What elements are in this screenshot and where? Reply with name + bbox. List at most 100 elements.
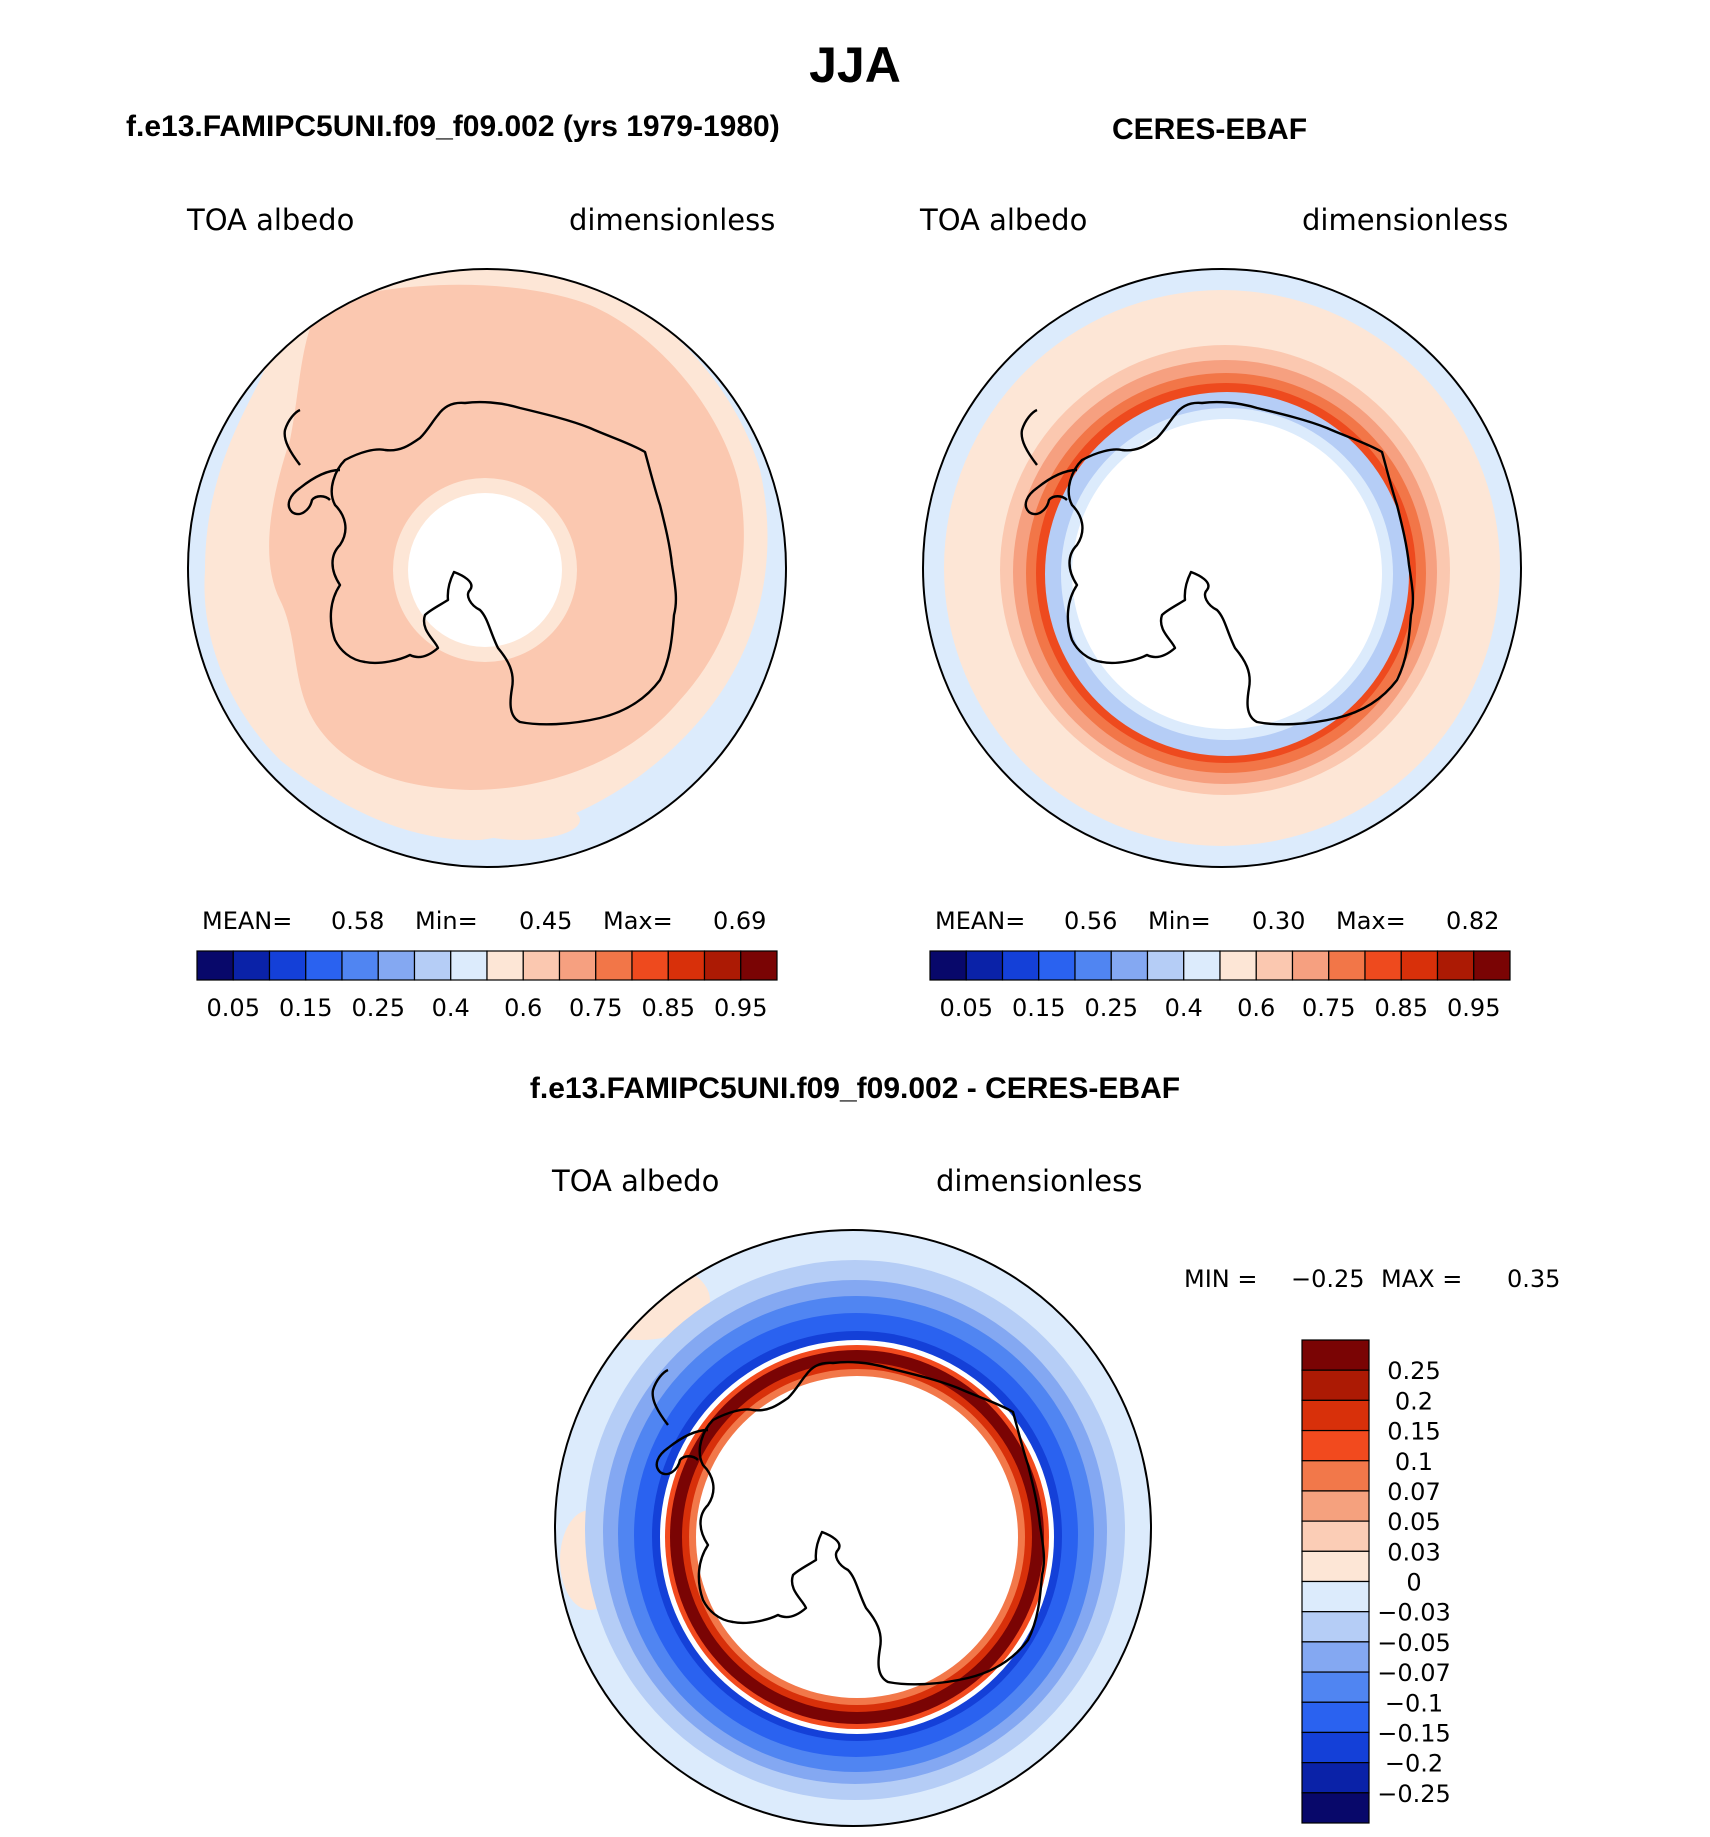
colorbar-model-swatch <box>268 950 307 981</box>
panel-model-title: f.e13.FAMIPC5UNI.f09_f09.002 (yrs 1979-1… <box>126 110 780 143</box>
colorbar-model-swatch <box>450 950 488 981</box>
colorbar-diff-swatch <box>1301 1490 1370 1522</box>
colorbar-obs-swatch <box>1074 950 1112 981</box>
diff-max-label: MAX = <box>1381 1265 1463 1293</box>
colorbar-model-swatch <box>341 950 379 981</box>
colorbar-model-swatch <box>377 950 416 981</box>
colorbar-diff-tick-label: −0.05 <box>1377 1629 1451 1657</box>
model-missing-center <box>408 493 562 647</box>
colorbar-obs-tick-label: 0.95 <box>1447 994 1500 1022</box>
colorbar-model-swatch <box>631 950 669 981</box>
model-max-value: 0.69 <box>713 907 767 935</box>
colorbar-model-tick-label: 0.05 <box>207 994 260 1022</box>
colorbar-obs-swatch <box>1328 950 1366 981</box>
obs-max-value: 0.82 <box>1446 907 1500 935</box>
diff-min-label: MIN = <box>1184 1265 1258 1293</box>
panel-obs-title: CERES-EBAF <box>1112 113 1308 146</box>
model-max-label: Max= <box>603 907 673 935</box>
colorbar-diff-swatch <box>1301 1429 1370 1462</box>
colorbar-obs-swatch <box>1001 950 1040 981</box>
model-patch-2 <box>460 800 580 840</box>
map-obs <box>922 268 1522 868</box>
colorbar-diff-swatch <box>1301 1399 1370 1432</box>
colorbar-diff-swatch <box>1301 1792 1370 1824</box>
panel-diff-variable: TOA albedo <box>552 1164 720 1198</box>
obs-map-border <box>922 268 1522 868</box>
colorbar-model-tick-label: 0.95 <box>714 994 767 1022</box>
colorbar-model: 0.05 0.15 0.25 0.4 0.6 0.75 0.85 0.95 <box>196 950 778 1022</box>
diff-min-value: −0.25 <box>1291 1265 1365 1293</box>
colorbar-diff-tick-label: −0.1 <box>1385 1689 1443 1717</box>
obs-antarctic-peninsula <box>1020 408 1078 516</box>
colorbar-obs-swatch <box>1183 950 1221 981</box>
colorbar-obs-tick-label: 0.25 <box>1085 994 1138 1022</box>
colorbar-model-tick-label: 0.15 <box>279 994 332 1022</box>
colorbar-model-swatch <box>232 950 271 981</box>
obs-mean-value: 0.56 <box>1064 907 1118 935</box>
diff-max-value: 0.35 <box>1507 1265 1561 1293</box>
model-mean-value: 0.58 <box>331 907 385 935</box>
panel-model-units: dimensionless <box>569 203 776 237</box>
panel-diff-title: f.e13.FAMIPC5UNI.f09_f09.002 - CERES-EBA… <box>529 1072 1181 1105</box>
colorbar-diff-swatch <box>1301 1611 1370 1643</box>
colorbar-model-swatch <box>667 950 706 981</box>
colorbar-obs-swatch <box>1038 950 1076 981</box>
map-diff <box>554 1229 1152 1827</box>
colorbar-diff-swatch <box>1301 1641 1370 1673</box>
colorbar-model-swatch <box>740 950 778 981</box>
colorbar-model-swatch <box>558 950 597 981</box>
colorbar-obs-swatch <box>929 950 967 981</box>
diff-map-border <box>554 1229 1152 1827</box>
colorbar-diff-swatch <box>1301 1550 1370 1583</box>
colorbar-model-tick-label: 0.75 <box>569 994 622 1022</box>
colorbar-model-swatch <box>486 950 524 981</box>
obs-antarctica-coastline <box>1066 400 1415 726</box>
diff-antarctic-peninsula <box>651 1368 709 1476</box>
panel-obs-variable: TOA albedo <box>920 203 1088 237</box>
colorbar-obs-swatch <box>1364 950 1402 981</box>
colorbar-model-swatch <box>703 950 742 981</box>
colorbar-model-tick-label: 0.85 <box>642 994 695 1022</box>
colorbar-diff: 0.250.20.150.10.070.050.030−0.03−0.05−0.… <box>1301 1339 1451 1824</box>
colorbar-obs-swatch <box>965 950 1004 981</box>
obs-min-label: Min= <box>1148 907 1211 935</box>
colorbar-model-tick-label: 0.4 <box>432 994 470 1022</box>
obs-mean-label: MEAN= <box>935 907 1026 935</box>
colorbar-obs: 0.05 0.15 0.25 0.4 0.6 0.75 0.85 0.95 <box>929 950 1511 1022</box>
colorbar-diff-swatch <box>1301 1520 1370 1552</box>
colorbar-model-swatch <box>595 950 633 981</box>
colorbar-obs-tick-label: 0.85 <box>1375 994 1428 1022</box>
colorbar-diff-swatch <box>1301 1369 1370 1401</box>
colorbar-obs-tick-label: 0.6 <box>1237 994 1275 1022</box>
colorbar-obs-tick-label: 0.15 <box>1012 994 1065 1022</box>
colorbar-diff-swatch <box>1301 1762 1370 1794</box>
colorbar-obs-swatch <box>1436 950 1475 981</box>
model-patch-1 <box>220 580 280 660</box>
obs-max-label: Max= <box>1336 907 1406 935</box>
colorbar-diff-swatch <box>1301 1339 1370 1371</box>
colorbar-diff-tick-label: −0.07 <box>1377 1659 1451 1687</box>
colorbar-diff-swatch <box>1301 1731 1370 1764</box>
colorbar-obs-swatch <box>1291 950 1330 981</box>
colorbar-model-swatch <box>413 950 452 981</box>
colorbar-obs-swatch <box>1219 950 1257 981</box>
obs-min-value: 0.30 <box>1252 907 1306 935</box>
diff-missing-center <box>696 1376 1018 1698</box>
obs-missing-center <box>1072 419 1382 729</box>
colorbar-obs-swatch <box>1400 950 1439 981</box>
panel-obs-units: dimensionless <box>1302 203 1509 237</box>
colorbar-obs-tick-label: 0.75 <box>1302 994 1355 1022</box>
figure-title: JJA <box>809 37 901 93</box>
colorbar-diff-tick-label: 0.15 <box>1387 1418 1440 1446</box>
model-min-label: Min= <box>415 907 478 935</box>
model-map-border <box>187 268 787 868</box>
colorbar-model-tick-label: 0.25 <box>352 994 405 1022</box>
colorbar-diff-tick-label: 0.2 <box>1395 1387 1433 1415</box>
colorbar-obs-tick-label: 0.4 <box>1165 994 1203 1022</box>
colorbar-diff-tick-label: 0.25 <box>1387 1357 1440 1385</box>
model-min-value: 0.45 <box>519 907 573 935</box>
colorbar-diff-tick-label: −0.25 <box>1377 1780 1451 1808</box>
colorbar-model-swatch <box>196 950 234 981</box>
diff-antarctica-coastline <box>697 1360 1046 1686</box>
colorbar-diff-tick-label: 0.07 <box>1387 1478 1440 1506</box>
